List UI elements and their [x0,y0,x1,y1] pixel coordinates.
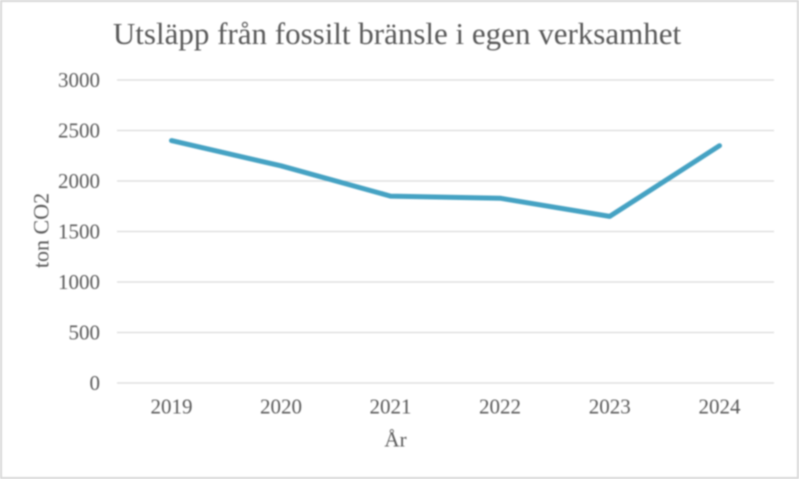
svg-text:2000: 2000 [58,169,100,193]
svg-text:0: 0 [90,371,101,395]
svg-text:2019: 2019 [151,395,193,419]
svg-text:1000: 1000 [58,270,100,294]
svg-text:2500: 2500 [58,118,100,142]
svg-text:ton CO2: ton CO2 [29,193,54,268]
svg-text:Utsläpp från fossilt bränsle i: Utsläpp från fossilt bränsle i egen verk… [113,16,682,51]
svg-text:3000: 3000 [58,68,100,92]
svg-text:2022: 2022 [479,395,521,419]
svg-text:2020: 2020 [260,395,302,419]
svg-text:År: År [384,428,406,452]
svg-text:500: 500 [69,320,101,344]
svg-text:2021: 2021 [370,395,412,419]
svg-text:1500: 1500 [58,219,100,243]
svg-text:2023: 2023 [589,395,631,419]
svg-text:2024: 2024 [699,395,742,419]
